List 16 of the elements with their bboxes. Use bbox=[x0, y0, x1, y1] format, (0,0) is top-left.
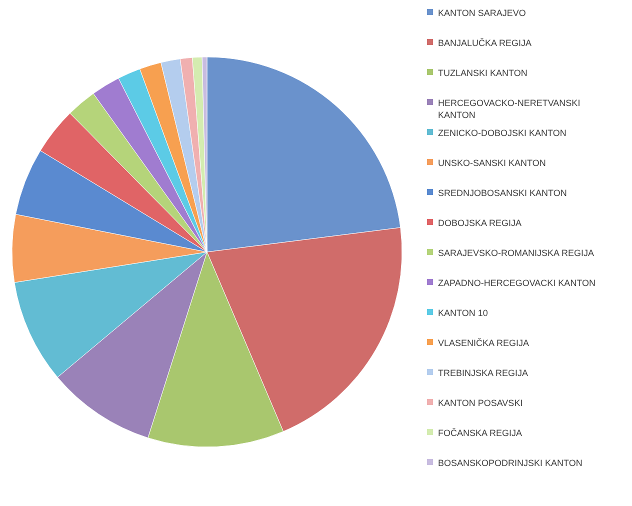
legend-label: SREDNJOBOSANSKI KANTON bbox=[438, 188, 567, 198]
legend-label: ZENICKO-DOBOJSKI KANTON bbox=[438, 128, 566, 138]
legend-label: FOČANSKA REGIJA bbox=[438, 428, 522, 438]
legend-label: HERCEGOVACKO-NERETVANSKI KANTON bbox=[438, 98, 580, 120]
legend-label: KANTON SARAJEVO bbox=[438, 8, 526, 18]
legend-label: VLASENIČKA REGIJA bbox=[438, 338, 530, 348]
legend-label: DOBOJSKA REGIJA bbox=[438, 218, 522, 228]
legend-label: ZAPADNO-HERCEGOVACKI KANTON bbox=[438, 278, 596, 288]
legend-label: TREBINJSKA REGIJA bbox=[438, 368, 528, 378]
legend-label: UNSKO-SANSKI KANTON bbox=[438, 158, 546, 168]
legend-label: TUZLANSKI KANTON bbox=[438, 68, 528, 78]
legend-label: BOSANSKOPODRINJSKI KANTON bbox=[438, 458, 582, 468]
legend-label: KANTON 10 bbox=[438, 308, 488, 318]
legend-label: BANJALUČKA REGIJA bbox=[438, 38, 532, 48]
legend-label: KANTON POSAVSKI bbox=[438, 398, 523, 408]
legend-label: SARAJEVSKO-ROMANIJSKA REGIJA bbox=[438, 248, 594, 258]
